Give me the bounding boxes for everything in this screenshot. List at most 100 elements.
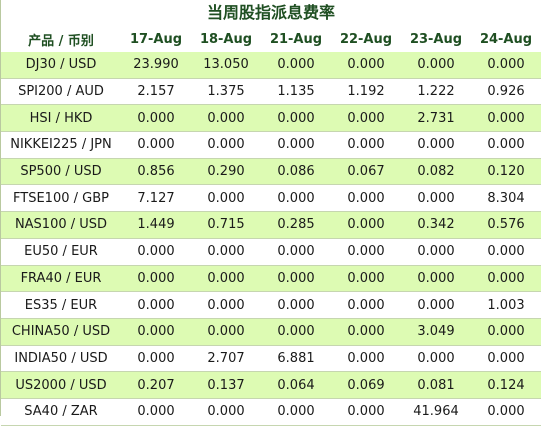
header-date: 18-Aug — [191, 26, 261, 52]
header-date: 17-Aug — [121, 26, 191, 52]
rate-cell: 23.990 — [121, 52, 191, 79]
product-cell: SPI200 / AUD — [1, 78, 121, 106]
table-row: EU50 / EUR 0.000 0.000 0.000 0.000 0.000 0.000 — [1, 238, 541, 266]
rate-cell: 0.856 — [121, 158, 191, 186]
table-row: FRA40 / EUR 0.000 0.000 0.000 0.000 0.000 0.00… — [1, 265, 541, 293]
rate-cell: 1.375 — [191, 78, 261, 106]
header-date: 21-Aug — [261, 26, 331, 52]
rate-cell: 0.137 — [191, 371, 261, 399]
table-row: US2000 / USD 0.207 0.137 0.064 0.069 0.081 0.1… — [1, 371, 541, 399]
table-row: SPI200 / AUD 2.157 1.375 1.135 1.192 1.222 0.9… — [1, 78, 541, 106]
rate-cell: 0.000 — [331, 184, 401, 213]
rate-cell: 0.926 — [471, 78, 541, 106]
product-cell: US2000 / USD — [1, 371, 121, 399]
rate-cell: 0.000 — [261, 238, 331, 266]
table-row: SA40 / ZAR 0.000 0.000 0.000 0.000 41.964 0.00… — [1, 398, 541, 426]
rate-cell: 0.000 — [191, 184, 261, 213]
rate-cell: 0.000 — [121, 318, 191, 346]
rate-cell: 1.003 — [471, 291, 541, 319]
rate-cell: 0.715 — [191, 211, 261, 239]
rate-cell: 0.000 — [191, 238, 261, 266]
rate-cell: 0.000 — [401, 265, 471, 293]
rate-cell: 0.000 — [331, 345, 401, 373]
product-cell: NIKKEI225 / JPN — [1, 131, 121, 159]
rate-cell: 0.000 — [331, 52, 401, 79]
header-row: 产品 / 币别 17-Aug 18-Aug 21-Aug 22-Aug 23-A… — [1, 26, 541, 52]
table-title: 当周股指派息费率 — [1, 0, 541, 26]
rate-cell: 0.000 — [191, 398, 261, 426]
product-cell: FRA40 / EUR — [1, 265, 121, 293]
rate-cell: 0.120 — [471, 158, 541, 186]
dividend-table: 产品 / 币别 17-Aug 18-Aug 21-Aug 22-Aug 23-A… — [1, 26, 541, 426]
rate-cell: 3.049 — [401, 318, 471, 346]
rate-cell: 0.000 — [331, 398, 401, 426]
rate-cell: 0.000 — [191, 131, 261, 159]
rate-cell: 0.067 — [331, 158, 401, 186]
product-cell: SA40 / ZAR — [1, 398, 121, 426]
rate-cell: 13.050 — [191, 52, 261, 79]
rate-cell: 6.881 — [261, 345, 331, 373]
rate-cell: 0.000 — [121, 398, 191, 426]
table-row: SP500 / USD 0.856 0.290 0.086 0.067 0.082 0.12… — [1, 158, 541, 186]
table-row: CHINA50 / USD 0.000 0.000 0.000 0.000 3.049 0.… — [1, 318, 541, 346]
rate-cell: 1.192 — [331, 78, 401, 106]
rate-cell: 0.576 — [471, 211, 541, 239]
rate-cell: 0.124 — [471, 371, 541, 399]
rate-cell: 2.731 — [401, 104, 471, 133]
rate-cell: 0.000 — [331, 131, 401, 159]
rate-cell: 0.000 — [261, 318, 331, 346]
rate-cell: 0.000 — [121, 104, 191, 133]
rate-cell: 0.000 — [331, 318, 401, 346]
table-body: DJ30 / USD 23.990 13.050 0.000 0.000 0.000 0.0… — [1, 52, 541, 426]
rate-cell: 0.000 — [331, 238, 401, 266]
rate-cell: 0.086 — [261, 158, 331, 186]
product-cell: DJ30 / USD — [1, 52, 121, 79]
rate-cell: 0.000 — [261, 131, 331, 159]
rate-cell: 1.135 — [261, 78, 331, 106]
rate-cell: 2.707 — [191, 345, 261, 373]
product-cell: HSI / HKD — [1, 104, 121, 133]
rate-cell: 0.000 — [121, 291, 191, 319]
rate-cell: 0.000 — [331, 211, 401, 239]
rate-cell: 8.304 — [471, 184, 541, 213]
product-cell: NAS100 / USD — [1, 211, 121, 239]
rate-cell: 0.000 — [401, 52, 471, 79]
rate-cell: 0.000 — [331, 104, 401, 133]
rate-cell: 0.000 — [471, 345, 541, 373]
rate-cell: 2.157 — [121, 78, 191, 106]
rate-cell: 0.000 — [401, 184, 471, 213]
rate-cell: 0.000 — [401, 345, 471, 373]
rate-cell: 0.000 — [471, 398, 541, 426]
rate-cell: 0.000 — [471, 318, 541, 346]
rate-cell: 1.222 — [401, 78, 471, 106]
rate-cell: 0.000 — [191, 265, 261, 293]
product-cell: CHINA50 / USD — [1, 318, 121, 346]
rate-cell: 0.000 — [261, 104, 331, 133]
rate-cell: 0.342 — [401, 211, 471, 239]
rate-cell: 1.449 — [121, 211, 191, 239]
table-row: NIKKEI225 / JPN 0.000 0.000 0.000 0.000 0.000… — [1, 131, 541, 159]
rate-cell: 0.000 — [401, 238, 471, 266]
rate-cell: 0.000 — [191, 318, 261, 346]
product-cell: INDIA50 / USD — [1, 345, 121, 373]
product-cell: EU50 / EUR — [1, 238, 121, 266]
rate-cell: 0.000 — [261, 291, 331, 319]
rate-cell: 0.000 — [471, 52, 541, 79]
rate-cell: 0.000 — [121, 345, 191, 373]
table-row: INDIA50 / USD 0.000 2.707 6.881 0.000 0.000 0.… — [1, 345, 541, 373]
rate-cell: 0.000 — [261, 184, 331, 213]
header-date: 23-Aug — [401, 26, 471, 52]
header-product: 产品 / 币别 — [1, 26, 121, 52]
table-row: HSI / HKD 0.000 0.000 0.000 0.000 2.731 0.000 — [1, 104, 541, 133]
rate-cell: 0.000 — [191, 291, 261, 319]
rate-cell: 0.000 — [261, 265, 331, 293]
rate-cell: 0.000 — [471, 104, 541, 133]
rate-cell: 0.000 — [471, 131, 541, 159]
rate-cell: 0.000 — [331, 291, 401, 319]
product-cell: FTSE100 / GBP — [1, 184, 121, 213]
rate-cell: 0.285 — [261, 211, 331, 239]
rate-cell: 0.207 — [121, 371, 191, 399]
rate-cell: 0.000 — [121, 238, 191, 266]
rate-cell: 0.290 — [191, 158, 261, 186]
